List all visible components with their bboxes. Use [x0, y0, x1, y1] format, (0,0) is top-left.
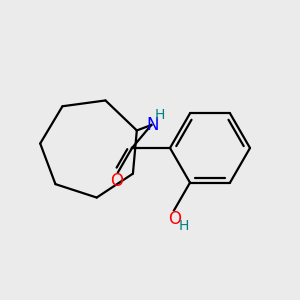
- Text: O: O: [169, 210, 182, 228]
- Text: N: N: [146, 116, 158, 134]
- Text: H: H: [155, 108, 166, 122]
- Text: O: O: [110, 172, 124, 190]
- Text: H: H: [179, 219, 189, 233]
